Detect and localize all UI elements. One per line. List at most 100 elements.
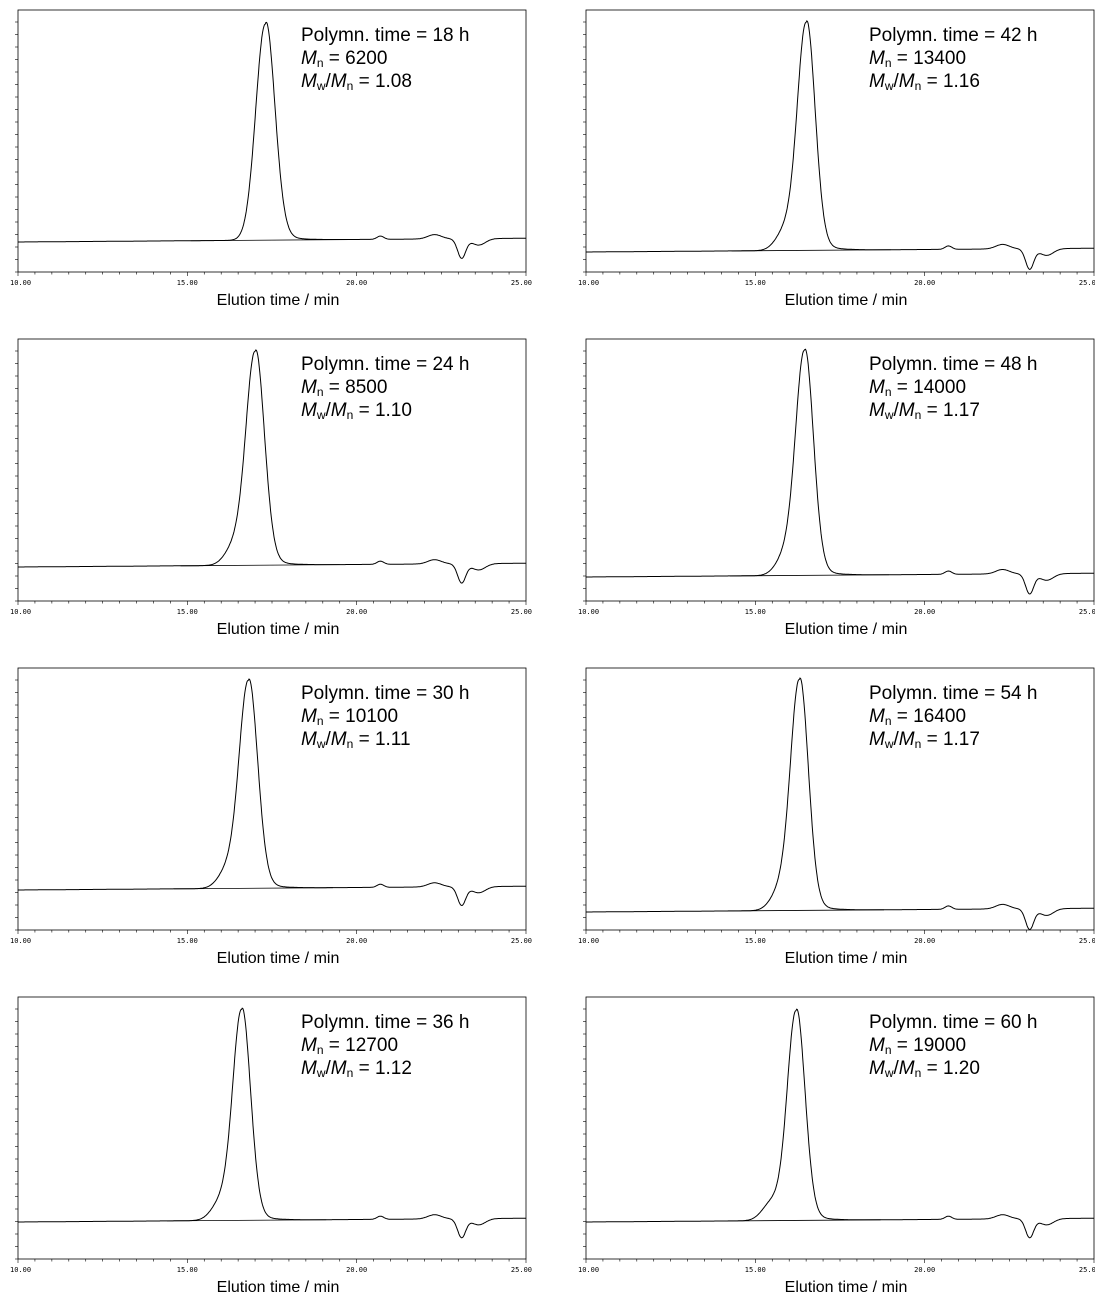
mn-value: = 16400 <box>896 706 967 727</box>
integration-baseline <box>167 1219 327 1222</box>
chromatogram-plot: 10.00 15.00 20.00 25.00 <box>10 996 532 1274</box>
mn-label: Mn = 8500 <box>301 377 388 399</box>
x-tick-label: 15.00 <box>745 937 766 945</box>
x-tick-label: 10.00 <box>10 608 31 616</box>
polymerization-annotation: Polymn. time = 42 h Mn = 13400 Mw/Mn = 1.1… <box>869 24 1037 93</box>
pdi-label: Mw/Mn = 1.20 <box>869 1058 980 1080</box>
chromatogram-plot: 10.00 15.00 20.00 25.00 <box>578 996 1095 1274</box>
mn-value: = 13400 <box>896 48 967 69</box>
polymerization-annotation: Polymn. time = 48 h Mn = 14000 Mw/Mn = 1.1… <box>869 353 1037 422</box>
x-tick-label: 20.00 <box>914 608 935 616</box>
polymn-time-label: Polymn. time = 30 h <box>301 683 470 704</box>
x-tick-label: 25.00 <box>1079 937 1095 945</box>
x-tick-label: 25.00 <box>511 608 532 616</box>
mn-value: = 10100 <box>328 706 399 727</box>
x-tick-label: 10.00 <box>578 1266 599 1274</box>
polymn-time-label: Polymn. time = 54 h <box>869 683 1038 704</box>
pdi-value: = 1.12 <box>358 1058 412 1079</box>
x-tick-label: 15.00 <box>745 279 766 287</box>
x-tick-label: 25.00 <box>511 279 532 287</box>
pdi-value: = 1.16 <box>926 71 980 92</box>
mn-label: Mn = 13400 <box>869 48 967 70</box>
chromatogram-plot: 10.00 15.00 20.00 25.00 <box>578 9 1095 287</box>
polymn-time-label: Polymn. time = 42 h <box>869 25 1038 46</box>
integration-baseline <box>721 1219 881 1222</box>
x-tick-label: 15.00 <box>177 279 198 287</box>
pdi-label: Mw/Mn = 1.12 <box>301 1058 412 1080</box>
x-axis-label: Elution time / min <box>216 621 340 638</box>
chromatogram-plot: 10.00 15.00 20.00 25.00 <box>10 338 532 616</box>
polymn-time-label: Polymn. time = 60 h <box>869 1012 1038 1033</box>
chromatogram-trace <box>18 678 527 907</box>
x-axis-label: Elution time / min <box>216 292 340 309</box>
pdi-value: = 1.17 <box>926 400 980 421</box>
x-axis-label: Elution time / min <box>784 292 908 309</box>
chromatogram-trace <box>586 1008 1095 1239</box>
polymerization-annotation: Polymn. time = 24 h Mn = 8500 Mw/Mn = 1.10 <box>301 353 469 422</box>
pdi-label: Mw/Mn = 1.11 <box>301 729 411 751</box>
x-tick-label: 15.00 <box>177 937 198 945</box>
polymerization-annotation: Polymn. time = 30 h Mn = 10100 Mw/Mn = 1.1… <box>301 682 469 751</box>
x-tick-label: 10.00 <box>578 279 599 287</box>
integration-baseline <box>180 564 340 567</box>
chromatogram-plot: 10.00 15.00 20.00 25.00 <box>10 667 532 945</box>
x-tick-label: 25.00 <box>1079 279 1095 287</box>
mn-label: Mn = 10100 <box>301 706 399 728</box>
pdi-value: = 1.08 <box>358 71 412 92</box>
pdi-label: Mw/Mn = 1.17 <box>869 729 980 751</box>
integration-baseline <box>724 909 885 912</box>
chromatogram-trace <box>18 21 527 259</box>
chromatogram-trace <box>586 348 1095 595</box>
mn-label: Mn = 12700 <box>301 1035 399 1057</box>
integration-baseline <box>173 887 333 890</box>
mn-value: = 14000 <box>896 377 967 398</box>
polymerization-annotation: Polymn. time = 60 h Mn = 19000 Mw/Mn = 1.2… <box>869 1011 1037 1080</box>
polymerization-annotation: Polymn. time = 18 h Mn = 6200 Mw/Mn = 1.08 <box>301 24 469 93</box>
polymn-time-label: Polymn. time = 36 h <box>301 1012 470 1033</box>
integration-baseline <box>190 239 350 242</box>
pdi-value: = 1.10 <box>358 400 412 421</box>
pdi-label: Mw/Mn = 1.16 <box>869 71 980 93</box>
chromatogram-trace <box>18 349 527 584</box>
polymn-time-label: Polymn. time = 18 h <box>301 25 470 46</box>
x-tick-label: 10.00 <box>10 279 31 287</box>
pdi-value: = 1.11 <box>358 729 411 750</box>
pdi-label: Mw/Mn = 1.17 <box>869 400 980 422</box>
x-axis-label: Elution time / min <box>784 621 908 638</box>
chromatogram-trace <box>586 677 1095 931</box>
mn-value: = 19000 <box>896 1035 967 1056</box>
chromatogram-trace <box>586 20 1095 270</box>
pdi-value: = 1.20 <box>926 1058 980 1079</box>
x-tick-label: 20.00 <box>914 937 935 945</box>
x-tick-label: 25.00 <box>511 1266 532 1274</box>
integration-baseline <box>729 574 890 577</box>
mn-value: = 12700 <box>328 1035 399 1056</box>
chromatogram-trace <box>18 1007 527 1239</box>
x-tick-label: 10.00 <box>578 937 599 945</box>
x-axis-label: Elution time / min <box>784 950 908 967</box>
mn-label: Mn = 6200 <box>301 48 388 70</box>
x-tick-label: 20.00 <box>346 279 367 287</box>
x-tick-label: 10.00 <box>10 937 31 945</box>
x-tick-label: 10.00 <box>578 608 599 616</box>
x-axis-label: Elution time / min <box>784 1279 908 1296</box>
polymn-time-label: Polymn. time = 24 h <box>301 354 470 375</box>
x-tick-label: 15.00 <box>177 608 198 616</box>
chromatogram-plot: 10.00 15.00 20.00 25.00 <box>578 667 1095 945</box>
x-tick-label: 20.00 <box>346 608 367 616</box>
mn-label: Mn = 19000 <box>869 1035 967 1057</box>
mn-label: Mn = 16400 <box>869 706 967 728</box>
x-tick-label: 20.00 <box>914 279 935 287</box>
mn-label: Mn = 14000 <box>869 377 967 399</box>
x-tick-label: 20.00 <box>346 1266 367 1274</box>
x-tick-label: 20.00 <box>346 937 367 945</box>
x-tick-label: 25.00 <box>1079 608 1095 616</box>
pdi-label: Mw/Mn = 1.10 <box>301 400 412 422</box>
x-tick-label: 25.00 <box>1079 1266 1095 1274</box>
